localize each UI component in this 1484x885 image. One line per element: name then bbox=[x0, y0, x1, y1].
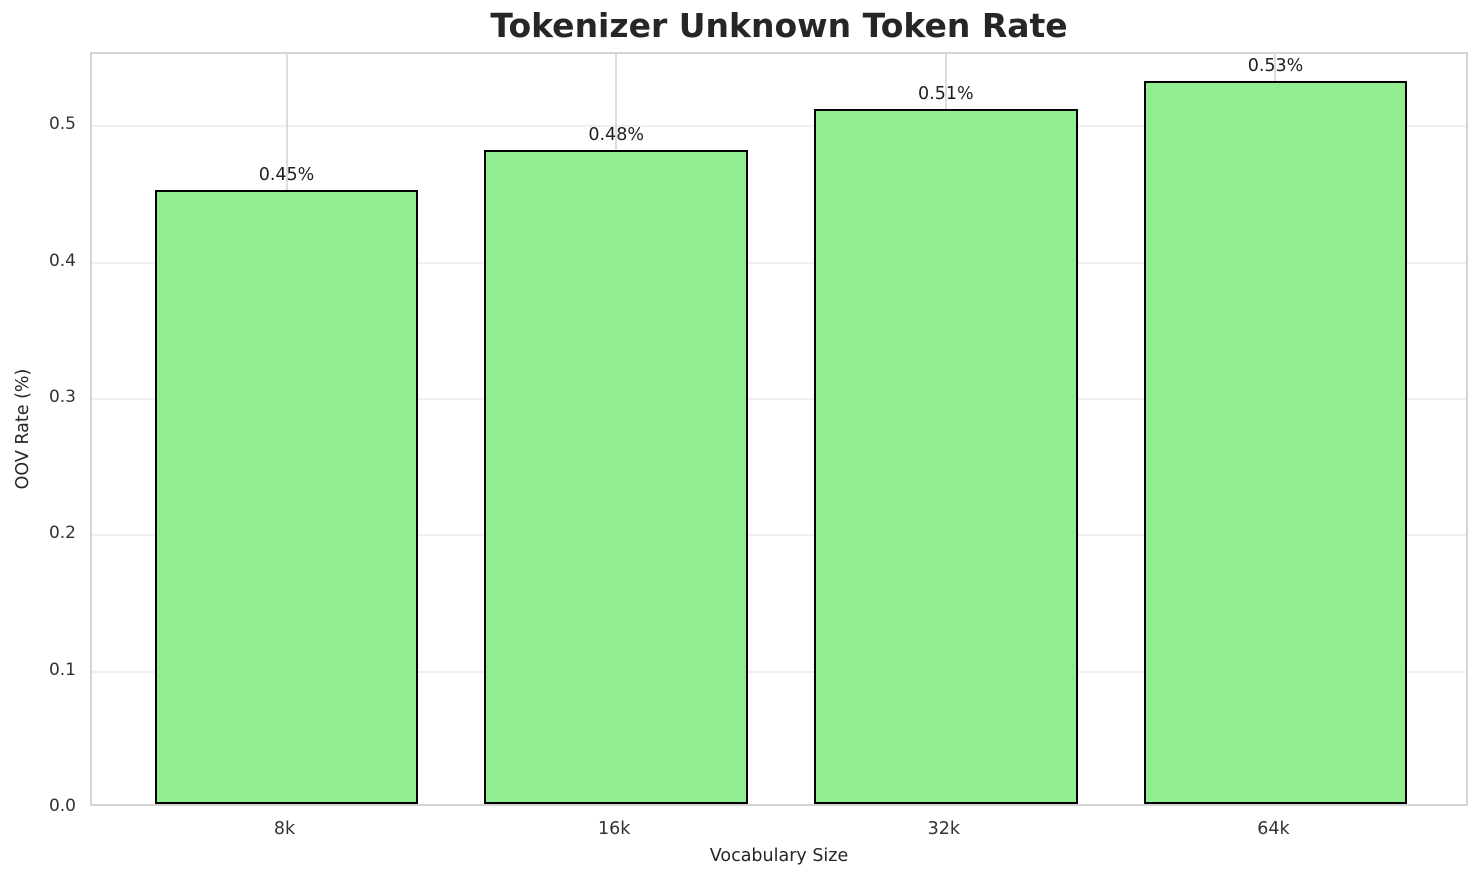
chart-title: Tokenizer Unknown Token Rate bbox=[490, 6, 1068, 45]
bar-8k bbox=[154, 190, 419, 804]
horizontal-gridline bbox=[92, 670, 1466, 673]
horizontal-gridline bbox=[92, 261, 1466, 264]
y-tick-label: 0.0 bbox=[48, 796, 76, 816]
bar-value-label: 0.53% bbox=[1247, 56, 1304, 77]
horizontal-gridline bbox=[92, 397, 1466, 400]
x-tick-label: 32k bbox=[927, 819, 961, 839]
bar-32k bbox=[813, 108, 1078, 804]
y-tick-label: 0.1 bbox=[48, 659, 76, 680]
x-tick-label: 16k bbox=[597, 819, 631, 839]
y-tick-label: 0.2 bbox=[48, 523, 76, 544]
horizontal-gridline bbox=[92, 125, 1466, 128]
bar-16k bbox=[484, 149, 749, 804]
x-axis-label: Vocabulary Size bbox=[709, 846, 849, 866]
x-tick-label: 64k bbox=[1257, 819, 1290, 839]
plot-area: 0.45% 0.48% 0.51% 0.53% bbox=[90, 52, 1468, 806]
y-tick-label: 0.3 bbox=[48, 386, 76, 407]
bar-value-label: 0.51% bbox=[918, 83, 974, 104]
y-tick-label: 0.5 bbox=[48, 114, 76, 135]
y-tick-label: 0.4 bbox=[48, 250, 76, 271]
horizontal-gridline bbox=[92, 534, 1466, 537]
bar-value-label: 0.48% bbox=[588, 124, 644, 145]
bar-64k bbox=[1143, 81, 1408, 804]
x-tick-label: 8k bbox=[273, 819, 296, 839]
bar-value-label: 0.45% bbox=[258, 165, 315, 186]
